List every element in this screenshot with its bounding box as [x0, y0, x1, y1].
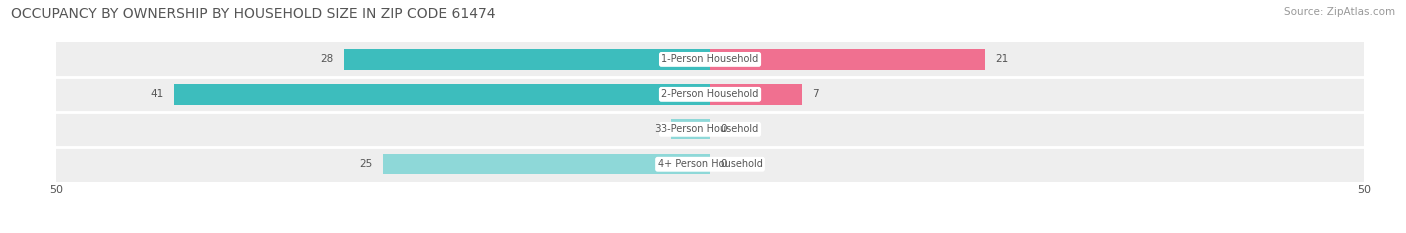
Bar — [671, 119, 710, 139]
Text: 25: 25 — [360, 159, 373, 169]
Text: 4+ Person Household: 4+ Person Household — [658, 159, 762, 169]
Text: 21: 21 — [995, 55, 1008, 64]
Legend: Owner-occupied, Renter-occupied: Owner-occupied, Renter-occupied — [596, 230, 824, 233]
Text: 3: 3 — [654, 124, 661, 134]
Text: 28: 28 — [321, 55, 333, 64]
Bar — [344, 49, 710, 69]
Text: 0: 0 — [720, 159, 727, 169]
Text: 3-Person Household: 3-Person Household — [661, 124, 759, 134]
Bar — [56, 77, 1364, 112]
Bar — [56, 147, 1364, 182]
Bar — [710, 49, 984, 69]
Text: 7: 7 — [813, 89, 818, 99]
Bar — [56, 112, 1364, 147]
Text: 1-Person Household: 1-Person Household — [661, 55, 759, 64]
Text: 2-Person Household: 2-Person Household — [661, 89, 759, 99]
Text: Source: ZipAtlas.com: Source: ZipAtlas.com — [1284, 7, 1395, 17]
Bar — [174, 84, 710, 105]
Bar — [56, 42, 1364, 77]
Bar — [382, 154, 710, 174]
Bar — [710, 84, 801, 105]
Text: OCCUPANCY BY OWNERSHIP BY HOUSEHOLD SIZE IN ZIP CODE 61474: OCCUPANCY BY OWNERSHIP BY HOUSEHOLD SIZE… — [11, 7, 496, 21]
Text: 41: 41 — [150, 89, 163, 99]
Text: 0: 0 — [720, 124, 727, 134]
